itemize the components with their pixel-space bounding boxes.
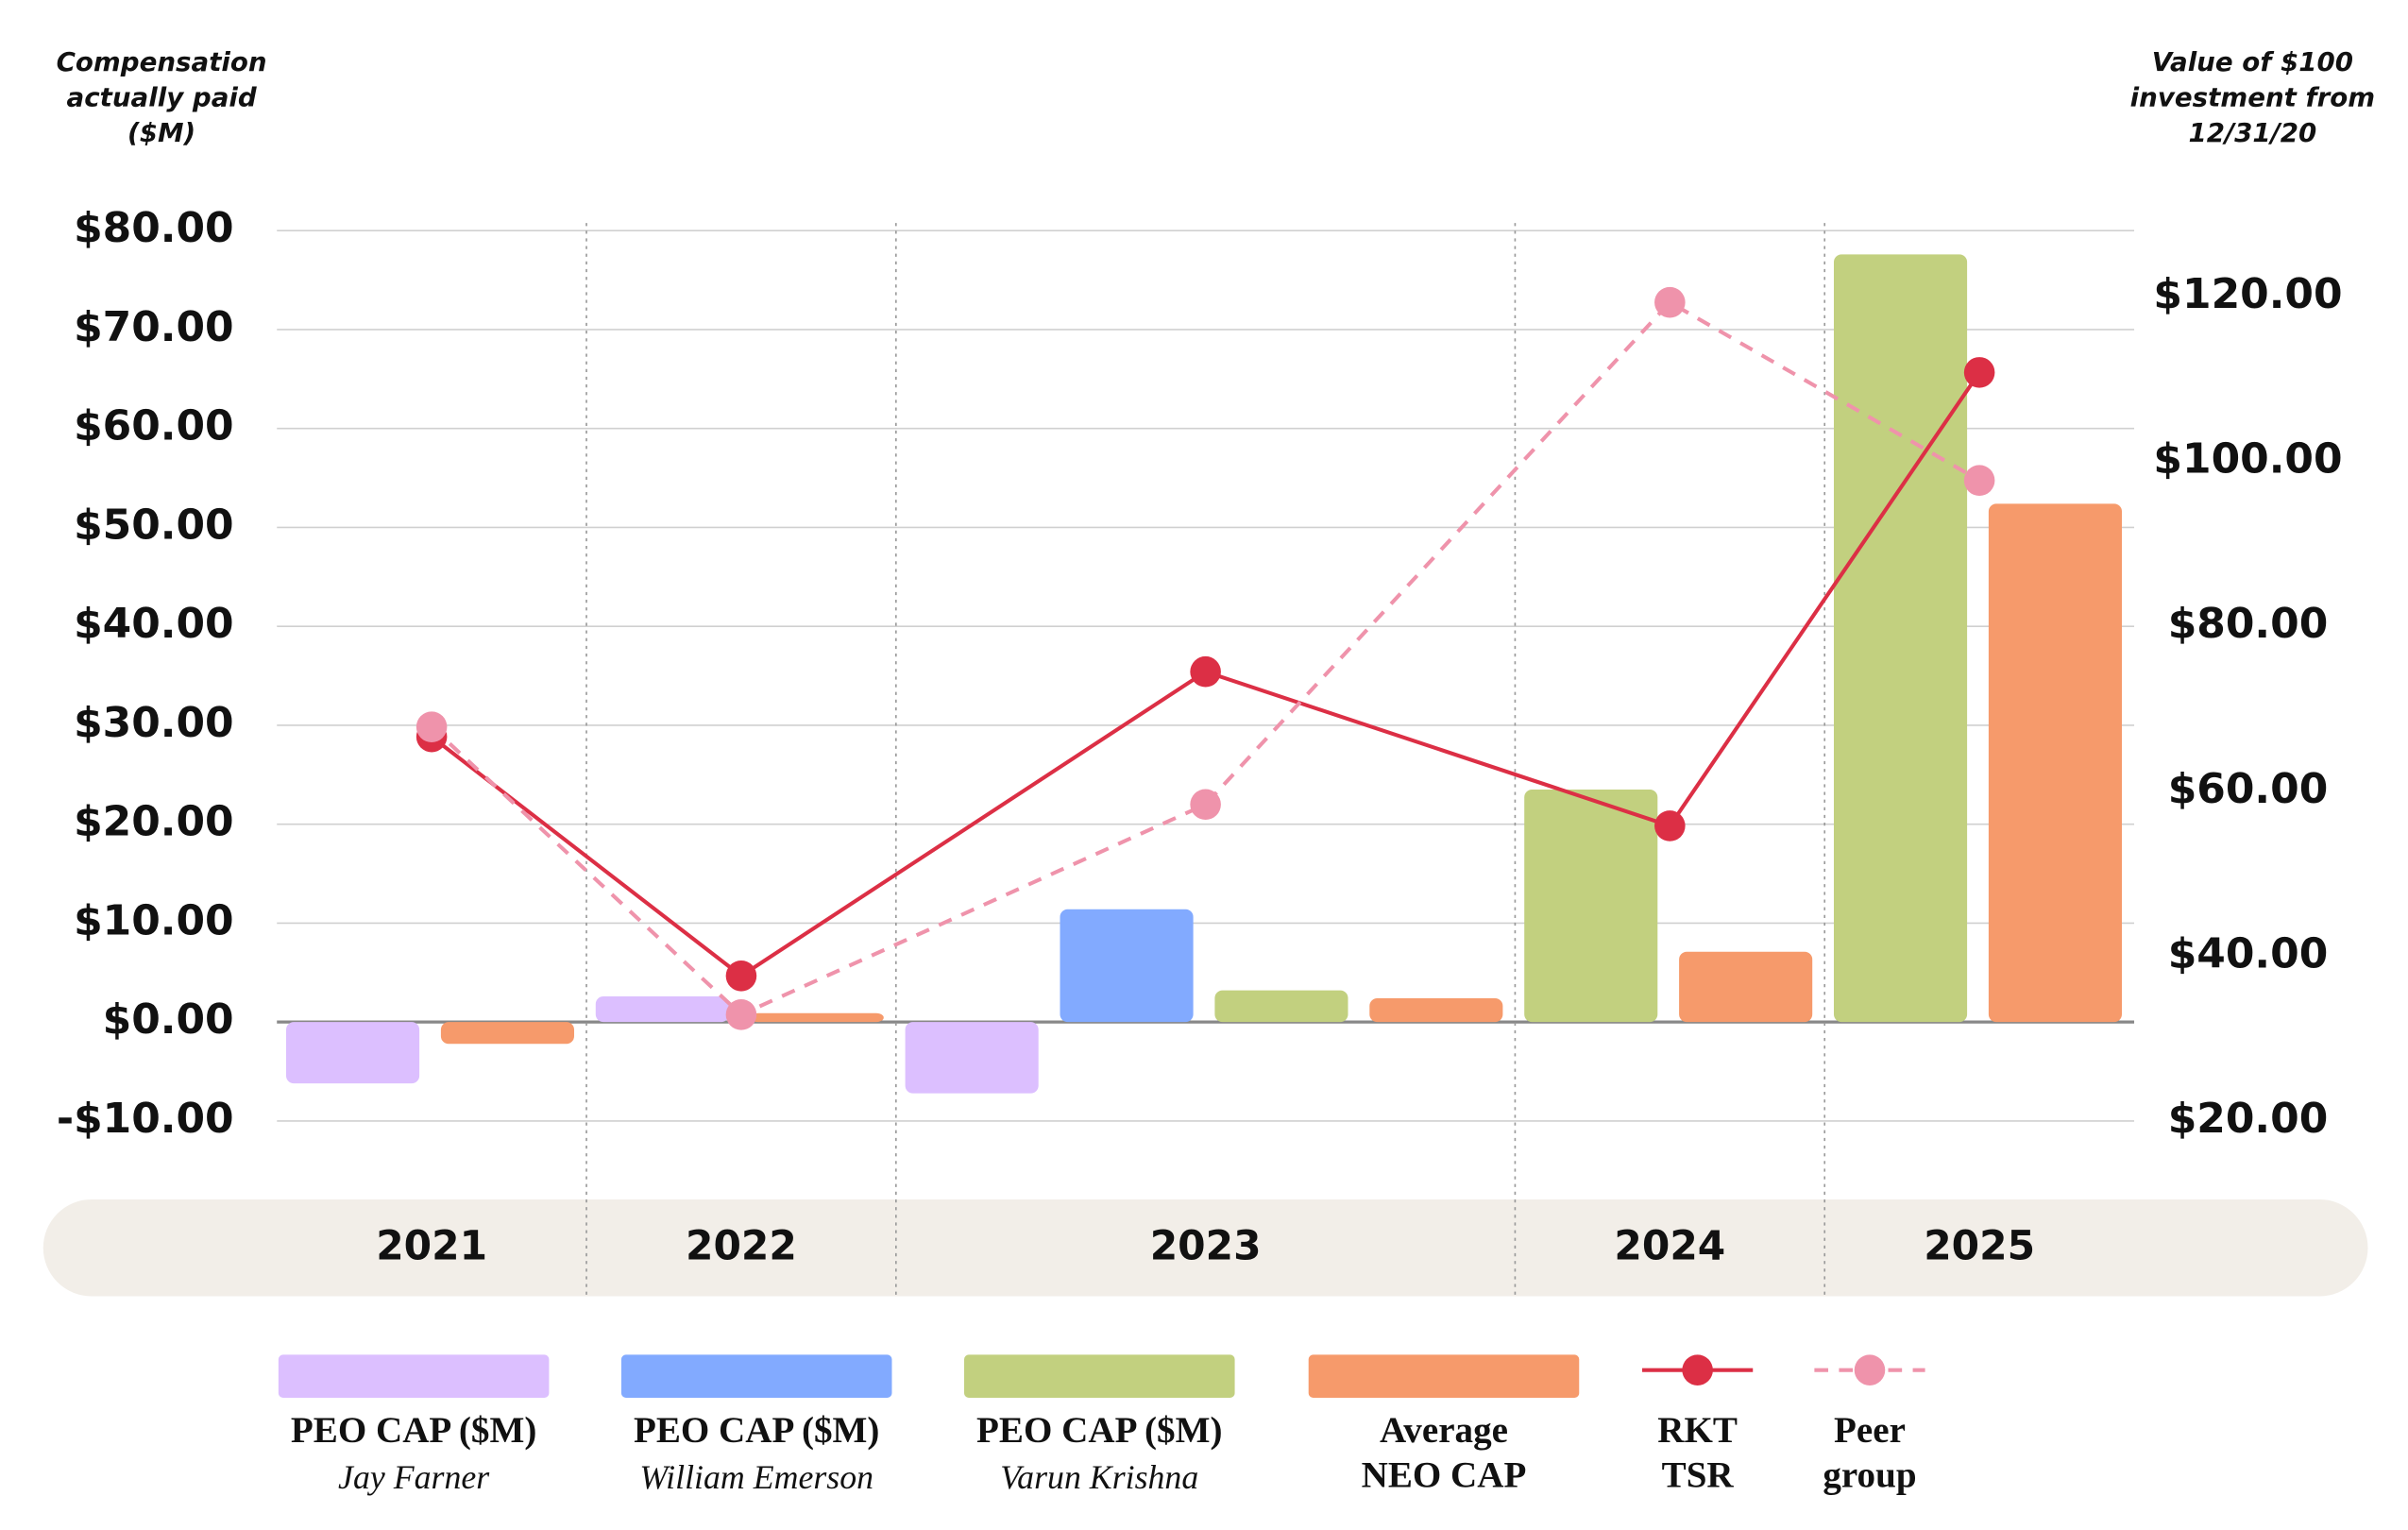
point — [725, 960, 757, 992]
legend-label: PEO CAP ($M) — [976, 1411, 1223, 1452]
bar — [1369, 998, 1503, 1023]
legend-label: RKT TSR — [1657, 1411, 1738, 1497]
point — [725, 999, 757, 1030]
label-box: Peer group — [1823, 1411, 1917, 1497]
x-tick-label: 2021 — [376, 1223, 487, 1269]
bar — [1988, 503, 2122, 1023]
legend-sublabel: Varun Krishna — [1000, 1457, 1199, 1497]
point — [1654, 810, 1686, 842]
legend-swatch — [964, 1354, 1235, 1398]
bar — [440, 1022, 575, 1045]
legend-label: Average NEO CAP — [1361, 1411, 1527, 1497]
y-tick-label: $60.00 — [74, 402, 234, 450]
y-tick-label: $80.00 — [74, 204, 234, 252]
y-tick-label: $70.00 — [74, 303, 234, 351]
legend-label: Peer group — [1823, 1411, 1917, 1497]
year-band — [42, 1198, 2368, 1297]
point — [415, 711, 448, 742]
point — [1963, 357, 1995, 388]
y2-tick-label: $100.00 — [2153, 435, 2342, 484]
legend-sublabel: William Emerson — [639, 1457, 874, 1497]
y-axis-title: Compensation actually paid ($M) — [56, 47, 267, 149]
bar — [286, 1022, 420, 1084]
bar — [1524, 790, 1658, 1023]
x-tick-label: 2024 — [1614, 1223, 1725, 1269]
y-tick-label: $30.00 — [74, 699, 234, 747]
legend-label: PEO CAP ($M) — [633, 1411, 880, 1452]
y2-tick-label: $120.00 — [2153, 270, 2342, 318]
bar — [1214, 990, 1348, 1023]
point — [1190, 655, 1221, 688]
point — [1654, 286, 1686, 318]
point — [1190, 789, 1221, 821]
label-box: Compensation actually paid ($M) — [56, 47, 267, 149]
x-tick-label: 2025 — [1924, 1223, 2035, 1269]
bar — [595, 995, 729, 1023]
label-box: PEO CAP ($M) Varun Krishna — [976, 1411, 1223, 1497]
x-tick-label: 2023 — [1150, 1223, 1262, 1269]
bar — [1833, 254, 1968, 1023]
bar — [905, 1022, 1039, 1094]
legend-dot — [1854, 1354, 1886, 1386]
label-box: Average NEO CAP — [1361, 1411, 1527, 1497]
legend-swatch — [620, 1354, 892, 1398]
y-tick-label: $10.00 — [74, 896, 234, 944]
legend-dot — [1682, 1354, 1713, 1386]
y-tick-label: $40.00 — [74, 600, 234, 648]
legend-swatch — [278, 1354, 550, 1398]
legend-sublabel: Jay Farner — [338, 1457, 490, 1497]
y-tick-label: $50.00 — [74, 501, 234, 549]
label-box: PEO CAP ($M) Jay Farner — [290, 1411, 537, 1497]
legend-swatch — [1308, 1354, 1580, 1398]
legend-label: PEO CAP ($M) — [290, 1411, 537, 1452]
label-box: RKT TSR — [1657, 1411, 1738, 1497]
y2-axis-title: Value of $100 investment from 12/31/20 — [2129, 47, 2376, 149]
line — [430, 299, 1981, 1017]
y2-tick-label: $80.00 — [2168, 600, 2329, 648]
label-box: Value of $100 investment from 12/31/20 — [2129, 47, 2376, 149]
y-tick-label: -$10.00 — [57, 1095, 234, 1143]
bar — [750, 1012, 884, 1023]
label-box: PEO CAP ($M) William Emerson — [633, 1411, 880, 1497]
y-tick-label: $0.00 — [103, 995, 234, 1044]
bar — [1060, 909, 1194, 1023]
x-tick-label: 2022 — [686, 1223, 797, 1269]
y-tick-label: $20.00 — [74, 798, 234, 846]
y2-tick-label: $60.00 — [2168, 765, 2329, 813]
y2-tick-label: $20.00 — [2168, 1095, 2329, 1143]
y2-tick-label: $40.00 — [2168, 929, 2329, 978]
bar — [1679, 951, 1813, 1023]
point — [1963, 465, 1995, 496]
